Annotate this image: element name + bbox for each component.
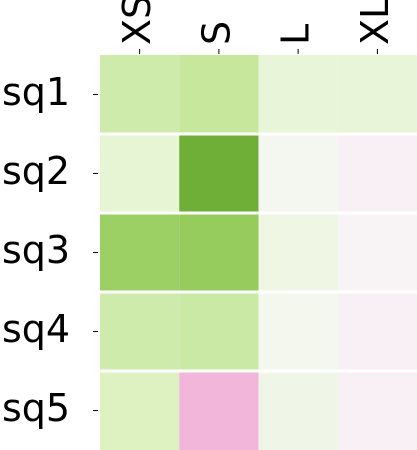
row-separator [100,369,417,373]
heatmap-cell [337,213,417,292]
heatmap-cell [258,55,338,134]
heatmap-cell [100,213,180,292]
y-tick-label: sq2 [2,149,70,193]
heatmap-cell [258,292,338,371]
heatmap-cell [179,292,259,371]
heatmap-cell [337,55,417,134]
heatmap-cell [179,134,259,213]
heatmap-cell [258,134,338,213]
x-tick-label: XS [115,0,159,45]
x-tick-label: S [194,21,238,45]
heatmap-cell [100,371,180,450]
heatmap-cell [337,292,417,371]
heatmap-cell [179,213,259,292]
y-tick-label: sq3 [2,228,70,272]
row-separator [100,211,417,215]
heatmap-cell [337,371,417,450]
x-tick-label: L [274,24,318,45]
x-tick-label: XL [353,0,397,45]
heatmap-cell [100,292,180,371]
heatmap-cell [258,371,338,450]
y-tick-label: sq5 [2,386,70,430]
row-separator [100,132,417,136]
y-tick-label: sq1 [2,70,70,114]
heatmap-cell [179,371,259,450]
heatmap-cell [337,134,417,213]
heatmap-cell [258,213,338,292]
heatmap-cell [100,134,180,213]
heatmap-cell [100,55,180,134]
y-tick-label: sq4 [2,307,70,351]
row-separator [100,290,417,294]
heatmap-cell [179,55,259,134]
